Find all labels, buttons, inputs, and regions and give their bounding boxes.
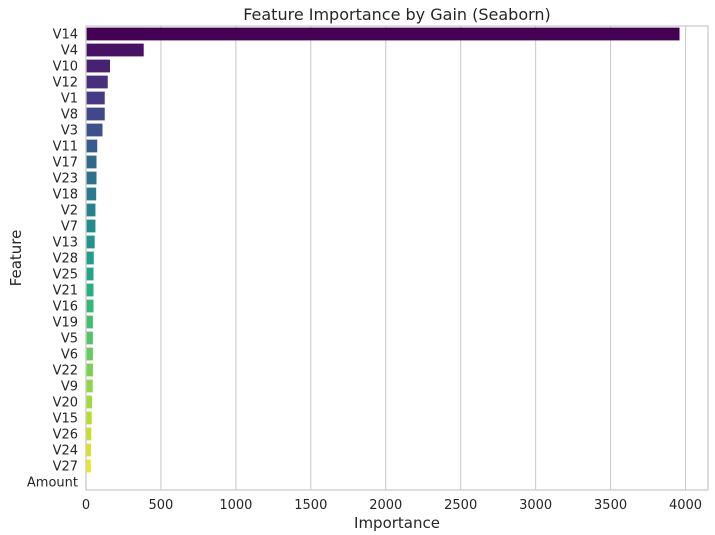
bar-v21 [86, 283, 94, 297]
y-tick-label: V13 [53, 236, 78, 251]
y-tick-label: V10 [53, 60, 78, 75]
bar-v14 [86, 27, 680, 41]
y-tick-label: V24 [53, 444, 78, 459]
bar-v13 [86, 235, 95, 249]
x-tick-label: 500 [149, 498, 174, 513]
y-tick-label: V19 [53, 316, 78, 331]
y-tick-label: V21 [53, 284, 78, 299]
bar-v17 [86, 155, 97, 169]
bar-v4 [86, 43, 144, 57]
x-tick-labels: 0 500 1000 1500 2000 2500 3000 3500 4000 [82, 498, 702, 513]
y-tick-label: V26 [53, 428, 78, 443]
y-tick-label: V9 [61, 380, 78, 395]
bar-v20 [86, 395, 92, 409]
bar-v28 [86, 251, 94, 265]
bar-v11 [86, 139, 98, 153]
y-tick-label: V5 [61, 332, 78, 347]
y-tick-label: V4 [61, 44, 78, 59]
bars [86, 27, 680, 473]
y-tick-label: V18 [53, 188, 78, 203]
x-tick-label: 3500 [594, 498, 627, 513]
x-tick-label: 4000 [669, 498, 702, 513]
y-tick-label: V3 [61, 124, 78, 139]
bar-v2 [86, 203, 96, 217]
bar-v24 [86, 443, 91, 457]
x-axis-label: Importance [354, 514, 440, 532]
y-tick-label: V22 [53, 364, 78, 379]
bar-v6 [86, 347, 93, 361]
bar-v22 [86, 363, 93, 377]
y-tick-label: V17 [53, 156, 78, 171]
bar-v15 [86, 411, 92, 425]
bar-v12 [86, 75, 108, 89]
y-tick-label: V7 [61, 220, 78, 235]
bar-v18 [86, 187, 97, 201]
gridlines [85, 26, 687, 490]
bar-v19 [86, 315, 93, 329]
y-tick-label: V8 [61, 108, 78, 123]
bar-v27 [86, 459, 91, 473]
y-axis-label: Feature [7, 230, 25, 287]
y-tick-label: V23 [53, 172, 78, 187]
y-tick-label: V25 [53, 268, 78, 283]
y-tick-label: V16 [53, 300, 78, 315]
y-tick-label: V12 [53, 76, 78, 91]
bar-v25 [86, 267, 94, 281]
bar-v23 [86, 171, 97, 185]
x-tick-label: 1000 [219, 498, 252, 513]
x-tick-label: 0 [82, 498, 90, 513]
y-tick-label: V2 [61, 204, 78, 219]
y-tick-label: V15 [53, 412, 78, 427]
bar-v16 [86, 299, 94, 313]
y-tick-labels: V14V4V10V12V1V8V3V11V17V23V18V2V7V13V28V… [27, 28, 78, 491]
bar-v3 [86, 123, 103, 137]
y-tick-label: V6 [61, 348, 78, 363]
chart-title: Feature Importance by Gain (Seaborn) [243, 5, 551, 24]
bar-v10 [86, 59, 110, 73]
y-tick-label: V28 [53, 252, 78, 267]
x-tick-label: 2500 [444, 498, 477, 513]
bar-v8 [86, 107, 105, 121]
y-tick-label: V11 [53, 140, 78, 155]
bar-v1 [86, 91, 105, 105]
y-tick-label: V20 [53, 396, 78, 411]
bar-v9 [86, 379, 93, 393]
bar-v5 [86, 331, 93, 345]
x-tick-label: 1500 [294, 498, 327, 513]
x-tick-label: 2000 [369, 498, 402, 513]
y-tick-label: V1 [61, 92, 78, 107]
y-tick-label: Amount [27, 476, 78, 491]
bar-v7 [86, 219, 96, 233]
y-tick-label: V27 [53, 460, 78, 475]
x-tick-label: 3000 [519, 498, 552, 513]
y-tick-label: V14 [53, 28, 78, 43]
bar-v26 [86, 427, 92, 441]
plot-frame [85, 25, 709, 491]
